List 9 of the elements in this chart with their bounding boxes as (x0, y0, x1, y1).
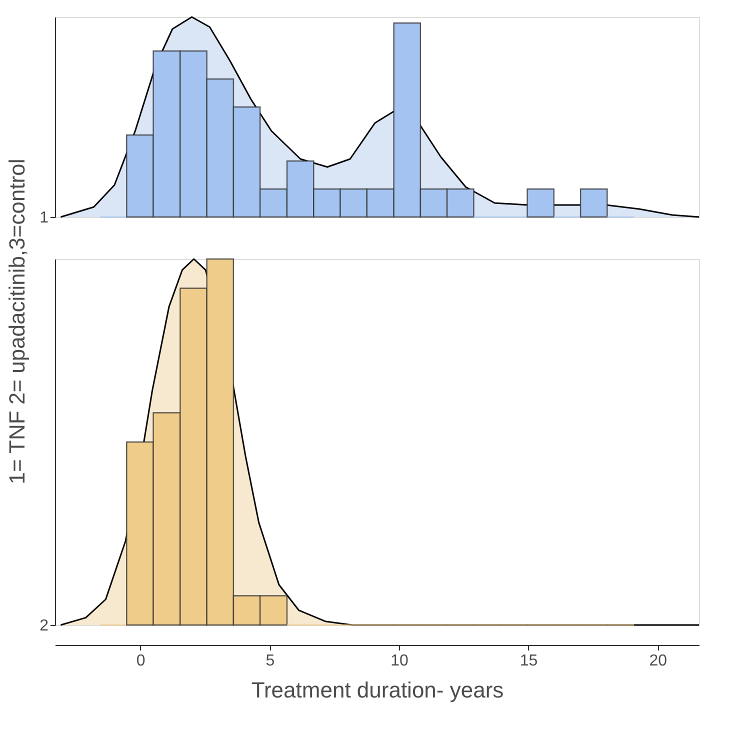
x-axis-title: Treatment duration- years (251, 678, 504, 702)
text: 2 (40, 618, 49, 634)
x-tick-label: 10 (390, 652, 408, 670)
y-axis-title: 1= TNF 2= upadacitinib,3=control (4, 158, 30, 484)
x-tick-label: 5 (266, 652, 275, 670)
x-tick-label: 15 (520, 652, 538, 670)
x-tick-label: 20 (649, 652, 668, 670)
x-tick-label: 0 (136, 652, 146, 670)
text: 1 (40, 210, 49, 226)
